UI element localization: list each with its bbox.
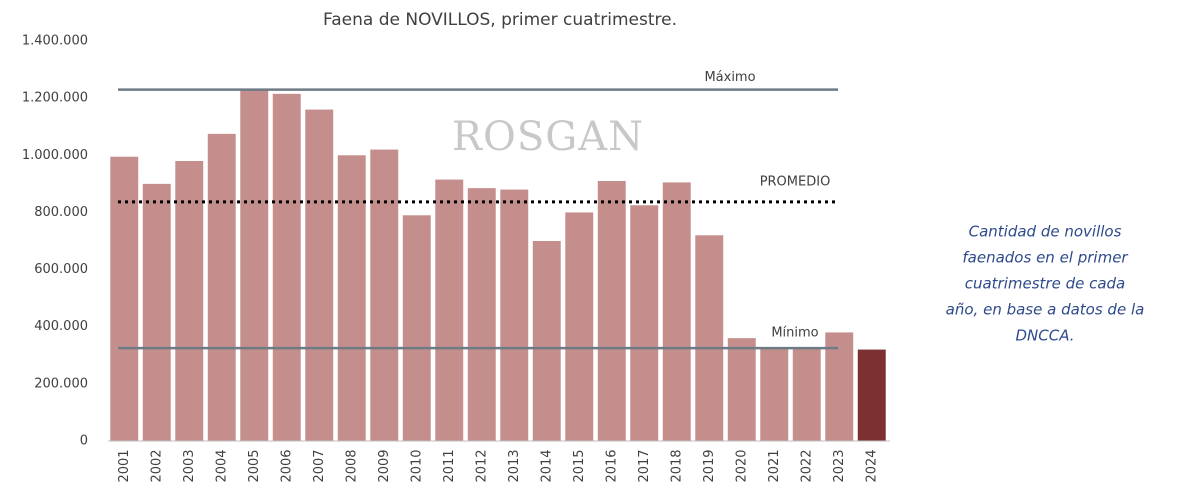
x-tick-label: 2021 — [767, 449, 782, 482]
bar — [370, 149, 399, 442]
x-tick-label: 2020 — [734, 449, 749, 482]
note-line: cuatrimestre de cada — [965, 275, 1126, 293]
y-tick-label: 200.000 — [34, 376, 88, 391]
bar — [792, 348, 821, 441]
reference-label: Máximo — [704, 70, 755, 85]
bar — [175, 161, 204, 441]
bar — [337, 155, 366, 442]
y-tick-label: 600.000 — [34, 262, 88, 277]
x-tick-label: 2013 — [507, 449, 522, 482]
bar — [825, 332, 854, 441]
bar — [695, 235, 724, 441]
x-tick-label: 2017 — [637, 449, 652, 482]
x-tick-label: 2019 — [702, 449, 717, 482]
bar — [662, 182, 691, 441]
x-tick-label: 2016 — [604, 449, 619, 482]
x-tick-label: 2004 — [214, 449, 229, 482]
x-tick-label: 2007 — [312, 449, 327, 482]
bar — [857, 349, 886, 441]
x-tick-label: 2009 — [377, 449, 392, 482]
reference-label: PROMEDIO — [760, 174, 831, 189]
x-tick-label: 2002 — [149, 449, 164, 482]
bar — [305, 109, 334, 442]
bar — [110, 156, 139, 441]
bar — [727, 338, 756, 441]
x-tick-label: 2011 — [442, 449, 457, 482]
bar — [532, 241, 561, 441]
bar — [630, 205, 659, 441]
note-line: faenados en el primer — [962, 249, 1128, 267]
x-tick-label: 2022 — [799, 449, 814, 482]
bar — [597, 181, 626, 441]
bar — [142, 183, 171, 441]
y-tick-label: 800.000 — [34, 205, 88, 220]
chart-title: Faena de NOVILLOS, primer cuatrimestre. — [323, 10, 677, 30]
x-tick-label: 2005 — [247, 449, 262, 482]
bar — [272, 93, 301, 441]
bar — [402, 215, 431, 441]
watermark: ROSGAN — [452, 114, 644, 160]
x-tick-label: 2010 — [409, 449, 424, 482]
y-tick-label: 1.200.000 — [22, 91, 88, 106]
x-tick-label: 2006 — [279, 449, 294, 482]
x-tick-label: 2008 — [344, 449, 359, 482]
x-tick-label: 2014 — [539, 449, 554, 482]
x-tick-label: 2024 — [864, 449, 879, 482]
note-line: año, en base a datos de la — [946, 301, 1145, 319]
bar — [467, 188, 496, 441]
reference-label: Mínimo — [771, 326, 818, 341]
bar — [565, 212, 594, 441]
x-tick-label: 2015 — [572, 449, 587, 482]
x-tick-label: 2012 — [474, 449, 489, 482]
note-line: DNCCA. — [1015, 327, 1074, 345]
x-tick-label: 2018 — [669, 449, 684, 482]
y-tick-label: 0 — [80, 434, 88, 449]
bar — [240, 89, 269, 442]
bar — [435, 179, 464, 442]
bar — [760, 349, 789, 441]
bar — [207, 133, 236, 441]
note-line: Cantidad de novillos — [969, 223, 1122, 241]
x-tick-label: 2001 — [117, 449, 132, 482]
x-tick-label: 2023 — [832, 449, 847, 482]
x-tick-label: 2003 — [182, 449, 197, 482]
bar — [500, 189, 529, 441]
y-tick-label: 1.400.000 — [22, 34, 88, 49]
y-tick-label: 1.000.000 — [22, 148, 88, 163]
y-tick-label: 400.000 — [34, 319, 88, 334]
